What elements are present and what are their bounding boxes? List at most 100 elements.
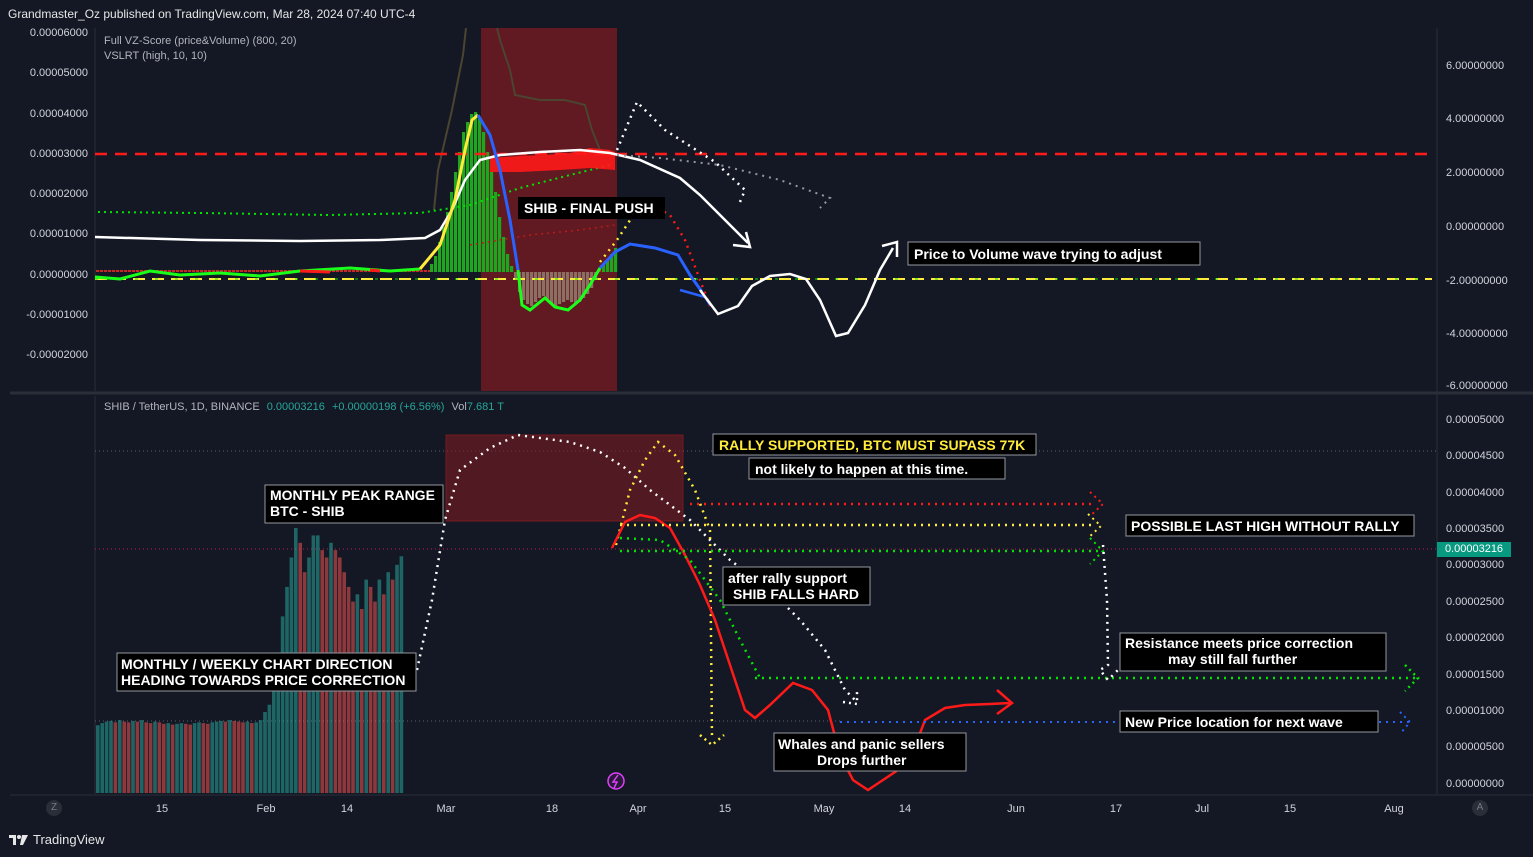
histogram-bar bbox=[586, 272, 590, 294]
legend-vz-score[interactable]: Full VZ-Score (price&Volume) (800, 20) bbox=[104, 35, 297, 47]
histogram-bar bbox=[530, 272, 534, 306]
histogram-bar bbox=[128, 270, 132, 272]
last-price: 0.00003216 bbox=[266, 401, 325, 413]
price-bar bbox=[272, 690, 276, 793]
histogram-bar bbox=[224, 270, 228, 272]
histogram-bar bbox=[260, 270, 264, 272]
histogram-bar bbox=[614, 248, 618, 272]
histogram-bar bbox=[558, 272, 562, 304]
price-bar bbox=[104, 721, 109, 793]
white-arrowhead bbox=[732, 231, 752, 249]
histogram-bar bbox=[474, 112, 478, 272]
histogram-bar bbox=[344, 270, 348, 272]
histogram-bar bbox=[428, 270, 432, 272]
histogram-bar bbox=[256, 270, 260, 272]
time-label: 17 bbox=[1110, 803, 1122, 815]
histogram-bar bbox=[420, 270, 424, 272]
tick: 0.00002000 bbox=[30, 188, 88, 200]
monthly-weekly-line1: MONTHLY / WEEKLY CHART DIRECTION bbox=[121, 656, 392, 672]
time-label: Mar bbox=[437, 803, 456, 815]
histogram-bar bbox=[120, 270, 124, 272]
after-rally-line1: after rally support bbox=[728, 570, 847, 586]
timezone-toggle-icon[interactable]: Z bbox=[46, 800, 62, 816]
histogram-bar bbox=[412, 270, 416, 272]
histogram-bar bbox=[550, 272, 554, 304]
histogram-bar bbox=[240, 270, 244, 272]
tick: 0.00004000 bbox=[1446, 487, 1504, 499]
vz-score-pane[interactable]: SHIB - FINAL PUSH Price to Volume wave t… bbox=[26, 27, 1508, 392]
time-label: Apr bbox=[629, 803, 646, 815]
white-zscore-line bbox=[94, 148, 749, 244]
histogram-bar bbox=[188, 270, 192, 272]
wave-label: Price to Volume wave trying to adjust bbox=[914, 246, 1162, 262]
tick: 0.00002500 bbox=[1446, 596, 1504, 608]
price-change: +0.00000198 (+6.56%) bbox=[331, 401, 445, 413]
price-bar bbox=[170, 724, 175, 793]
volume-value: 7.681 T bbox=[466, 401, 504, 413]
histogram-bar bbox=[506, 254, 510, 272]
price-bar bbox=[100, 723, 104, 793]
lightning-icon[interactable] bbox=[607, 772, 625, 790]
histogram-bar bbox=[462, 132, 466, 272]
tick: -4.00000000 bbox=[1446, 328, 1508, 340]
whales-box bbox=[773, 732, 967, 772]
price-bar bbox=[258, 720, 263, 793]
tradingview-brand[interactable]: TradingView bbox=[33, 832, 105, 847]
price-bar bbox=[219, 720, 223, 793]
tick: 0.00005000 bbox=[30, 67, 88, 79]
price-pane[interactable]: RALLY SUPPORTED, BTC MUST SUPASS 77K not… bbox=[95, 414, 1504, 793]
histogram-bar bbox=[566, 272, 570, 300]
price-bar bbox=[122, 721, 126, 793]
histogram-bar bbox=[176, 270, 180, 272]
price-bar bbox=[153, 721, 157, 793]
histogram-bar bbox=[502, 237, 506, 272]
peak-range-box bbox=[445, 434, 684, 522]
tick: 0.00003000 bbox=[1446, 559, 1504, 571]
tick: 0.00003500 bbox=[1446, 523, 1504, 535]
white-wave-projection bbox=[699, 247, 895, 338]
tick: 0.00000000 bbox=[1446, 221, 1504, 233]
histogram-bar bbox=[332, 270, 336, 272]
resistance-line1: Resistance meets price correction bbox=[1125, 635, 1353, 651]
histogram-bar bbox=[606, 260, 610, 272]
tick: 0.00000000 bbox=[1446, 778, 1504, 790]
price-bar bbox=[360, 609, 364, 793]
volume-step-shadow bbox=[433, 27, 601, 211]
legend-vslrt[interactable]: VSLRT (high, 10, 10) bbox=[104, 50, 207, 62]
red-price-projection bbox=[610, 513, 1011, 792]
header-bar: Grandmaster_Oz published on TradingView.… bbox=[0, 0, 1533, 28]
histogram-bar bbox=[534, 272, 538, 302]
not-likely-box bbox=[748, 457, 1006, 480]
tick: 0.00002000 bbox=[1446, 632, 1504, 644]
osc-green-low bbox=[94, 266, 421, 281]
histogram-bar bbox=[112, 270, 116, 272]
price-bar bbox=[179, 723, 184, 793]
histogram-bar bbox=[248, 270, 252, 272]
last-high-box bbox=[1125, 514, 1415, 537]
time-label: Jun bbox=[1007, 803, 1025, 815]
symbol-name[interactable]: SHIB / TetherUS, 1D, BINANCE bbox=[104, 401, 260, 413]
symbol-legend[interactable]: SHIB / TetherUS, 1D, BINANCE 0.00003216 … bbox=[104, 401, 508, 413]
tick: 0.00005000 bbox=[1446, 414, 1504, 426]
histogram-bar bbox=[196, 270, 200, 272]
price-bar bbox=[267, 704, 272, 793]
time-label: 18 bbox=[546, 803, 558, 815]
histogram-bar bbox=[582, 272, 586, 298]
osc-red-dots bbox=[299, 268, 381, 274]
price-bar bbox=[144, 722, 148, 793]
histogram-bar bbox=[192, 270, 196, 272]
histogram-bar bbox=[276, 270, 280, 272]
top-legend[interactable]: Full VZ-Score (price&Volume) (800, 20) V… bbox=[104, 35, 297, 62]
rally-box bbox=[712, 433, 1037, 456]
top-right-axis: 6.00000000 4.00000000 2.00000000 0.00000… bbox=[1446, 60, 1508, 392]
new-price-label: New Price location for next wave bbox=[1125, 714, 1343, 730]
histogram-bar bbox=[610, 254, 614, 272]
time-axis[interactable]: 15 Feb 14 Mar 18 Apr 15 May 14 Jun 17 Ju… bbox=[156, 803, 1404, 815]
histogram-bar bbox=[482, 132, 486, 272]
histogram-bar bbox=[212, 270, 216, 272]
auto-scale-icon[interactable]: A bbox=[1472, 800, 1488, 816]
price-bar bbox=[126, 722, 131, 793]
monthly-peak-line2: BTC - SHIB bbox=[270, 503, 345, 519]
tick: -0.00001000 bbox=[26, 309, 88, 321]
time-label: 15 bbox=[1284, 803, 1296, 815]
